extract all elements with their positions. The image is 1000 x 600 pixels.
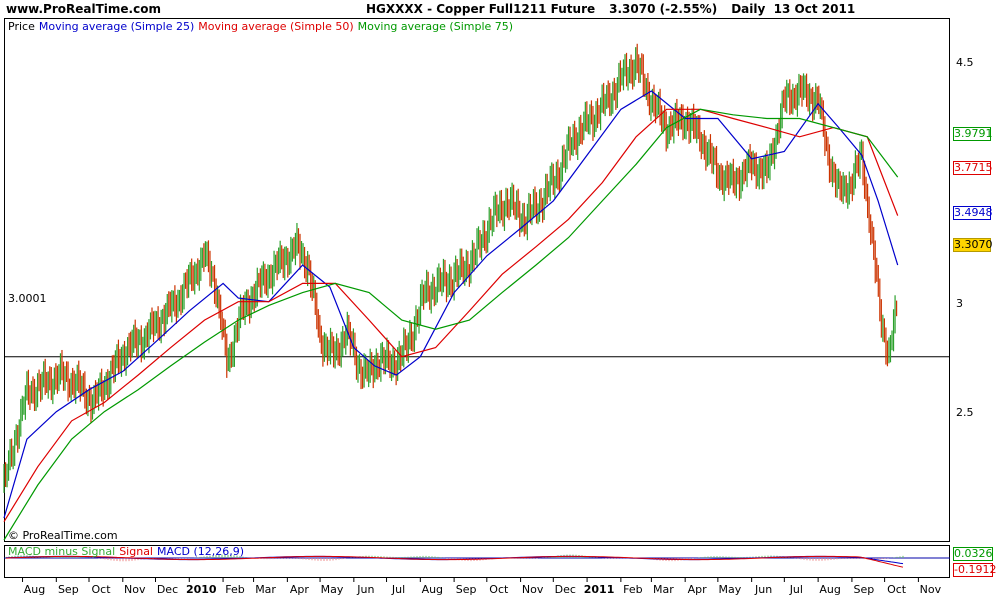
x-tick-label: Oct: [489, 583, 509, 596]
x-tick-label: Dec: [554, 583, 576, 596]
symbol-label: HGXXXX - Copper Full1211 Future: [366, 2, 596, 16]
y-tick-label: 2.5: [956, 406, 974, 419]
x-tick-label: Mar: [652, 583, 674, 596]
quote-label: 3.3070 (-2.55%): [609, 2, 718, 16]
ma50-line: [3, 108, 899, 523]
x-tick-label: Sep: [455, 583, 477, 596]
y-tick-label: 4.5: [956, 56, 974, 69]
x-tick-label: Sep: [57, 583, 79, 596]
x-tick-label: Jul: [391, 583, 406, 596]
legend-macd: MACD (12,26,9): [157, 545, 245, 558]
x-tick-label: Mar: [255, 583, 276, 596]
copyright: © ProRealTime.com: [8, 529, 118, 542]
legend-ma50: Moving average (Simple 50): [198, 20, 354, 33]
period-label: Daily 13 Oct 2011: [731, 2, 856, 16]
x-tick-label: Sep: [853, 583, 875, 596]
legend-macd-minus-signal: MACD minus Signal: [8, 545, 116, 558]
x-tick-label: Aug: [23, 583, 46, 596]
chart-title: HGXXXX - Copper Full1211 Future 3.3070 (-…: [366, 2, 869, 16]
macd-panel[interactable]: [4, 545, 950, 578]
hline-label: 3.0001: [8, 292, 47, 305]
y-tick-label: 3: [956, 297, 963, 310]
chart-header: www.ProRealTime.com HGXXXX - Copper Full…: [0, 0, 1000, 18]
last-price-box: 3.3070: [953, 238, 993, 252]
ma75-value-box: 3.9791: [953, 127, 993, 141]
legend-ma75: Moving average (Simple 75): [357, 20, 514, 33]
price-legend: Price Moving average (Simple 25) Moving av…: [8, 20, 517, 33]
x-tick-label: May: [718, 583, 742, 596]
x-tick-label: 2011: [583, 583, 615, 596]
legend-ma25: Moving average (Simple 25): [38, 20, 195, 33]
signal-line: [5, 555, 904, 568]
x-tick-label: 2010: [185, 583, 217, 596]
signal-value-box: -0.1912: [953, 563, 997, 577]
x-tick-label: Nov: [124, 583, 146, 596]
x-tick-label: Nov: [521, 583, 544, 596]
ma75-line: [3, 108, 899, 541]
x-tick-label: Jun: [357, 583, 375, 596]
x-tick-label: Apr: [289, 583, 309, 596]
x-tick-label: May: [320, 583, 344, 596]
x-tick-label: Jul: [789, 583, 803, 596]
x-tick-label: Feb: [623, 583, 643, 596]
x-tick-label: Nov: [919, 583, 942, 596]
x-tick-label: Oct: [887, 583, 907, 596]
macd-legend: MACD minus Signal Signal MACD (12,26,9): [8, 545, 248, 558]
macd-value-box: 0.0326: [953, 547, 993, 561]
legend-price: Price: [8, 20, 35, 33]
x-tick-label: Aug: [819, 583, 841, 596]
x-tick-label: Aug: [421, 583, 444, 596]
ma25-value-box: 3.4948: [953, 206, 993, 220]
ma50-value-box: 3.7715: [953, 161, 993, 175]
legend-signal: Signal: [119, 545, 153, 558]
x-tick-label: Jun: [755, 583, 773, 596]
x-tick-label: Feb: [225, 583, 245, 596]
x-tick-label: Oct: [91, 583, 111, 596]
x-tick-label: Dec: [156, 583, 179, 596]
site-name[interactable]: www.ProRealTime.com: [6, 2, 161, 16]
x-tick-label: Apr: [687, 583, 707, 596]
ma25-line: [3, 90, 899, 519]
